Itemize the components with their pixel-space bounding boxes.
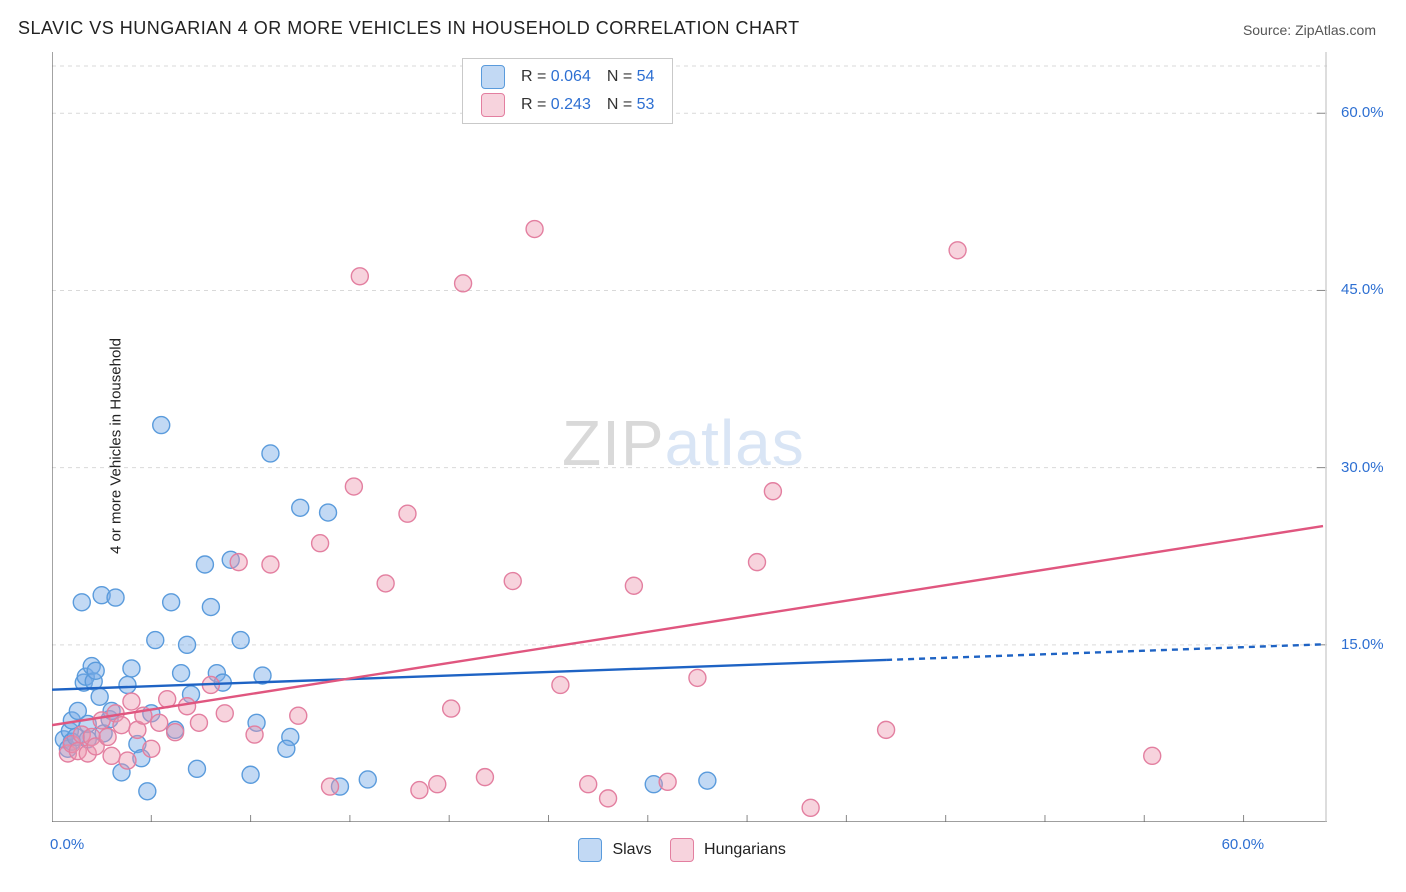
- legend-n-label: N = 53: [599, 91, 663, 119]
- legend-row: R = 0.243N = 53: [473, 91, 662, 119]
- legend-series-name: Hungarians: [700, 841, 786, 858]
- x-end-label: 60.0%: [1222, 836, 1265, 853]
- series-legend: Slavs Hungarians: [560, 838, 786, 862]
- correlation-legend: R = 0.064N = 54R = 0.243N = 53: [462, 58, 673, 124]
- correlation-legend-table: R = 0.064N = 54R = 0.243N = 53: [473, 63, 662, 119]
- legend-n-label: N = 54: [599, 63, 663, 91]
- scatter-plot: [52, 52, 1327, 822]
- legend-swatch: [670, 838, 694, 862]
- chart-title: SLAVIC VS HUNGARIAN 4 OR MORE VEHICLES I…: [18, 18, 800, 39]
- legend-swatch: [481, 65, 505, 89]
- legend-swatch: [578, 838, 602, 862]
- legend-swatch: [481, 93, 505, 117]
- source-link[interactable]: ZipAtlas.com: [1295, 22, 1376, 38]
- legend-r-label: R = 0.243: [513, 91, 599, 119]
- y-tick-label: 45.0%: [1341, 281, 1388, 298]
- x-origin-label: 0.0%: [50, 836, 84, 853]
- y-tick-label: 15.0%: [1341, 636, 1388, 653]
- source-prefix: Source:: [1243, 22, 1295, 38]
- source-attribution: Source: ZipAtlas.com: [1243, 22, 1376, 38]
- y-tick-label: 60.0%: [1341, 104, 1388, 121]
- y-tick-label: 30.0%: [1341, 459, 1388, 476]
- legend-series-name: Slavs: [608, 841, 652, 858]
- legend-row: R = 0.064N = 54: [473, 63, 662, 91]
- legend-r-label: R = 0.064: [513, 63, 599, 91]
